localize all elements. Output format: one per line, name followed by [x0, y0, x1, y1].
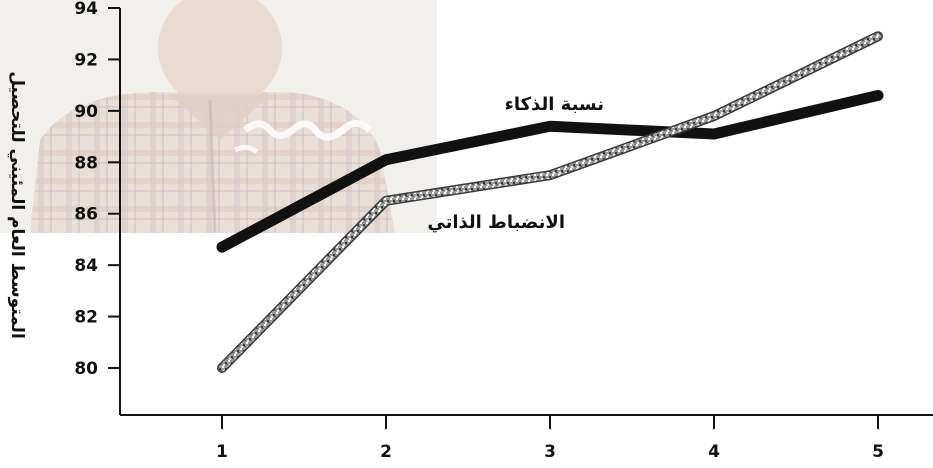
x-tick-label: 5: [872, 442, 884, 462]
series: [216, 31, 884, 373]
x-tick-label: 2: [380, 442, 392, 462]
series-label-self-discipline: الانضباط الذاتي: [427, 212, 565, 233]
axes: [119, 8, 933, 416]
y-tick-label: 82: [74, 308, 98, 328]
y-tick-label: 90: [74, 102, 98, 122]
series-label-iq: نسبة الذكاء: [505, 94, 604, 115]
y-tick-label: 86: [74, 205, 98, 225]
x-tick-label: 1: [216, 442, 228, 462]
y-ticks: 80 82 84 86 88 90 92 94: [74, 0, 120, 379]
series-line-iq: [216, 89, 884, 253]
y-tick-label: 84: [74, 256, 98, 276]
series-line-self-discipline: [218, 32, 882, 372]
series-labels: نسبة الذكاء الانضباط الذاتي: [427, 94, 604, 233]
x-ticks: 1 2 3 4 5: [216, 415, 884, 462]
y-axis-label: المتوسط العام المئيني للتحصيل: [7, 71, 27, 339]
y-tick-label: 92: [74, 50, 98, 70]
y-tick-label: 94: [74, 0, 98, 19]
x-tick-label: 4: [708, 442, 720, 462]
y-tick-label: 80: [74, 359, 98, 379]
y-tick-label: 88: [74, 153, 98, 173]
x-tick-label: 3: [544, 442, 556, 462]
